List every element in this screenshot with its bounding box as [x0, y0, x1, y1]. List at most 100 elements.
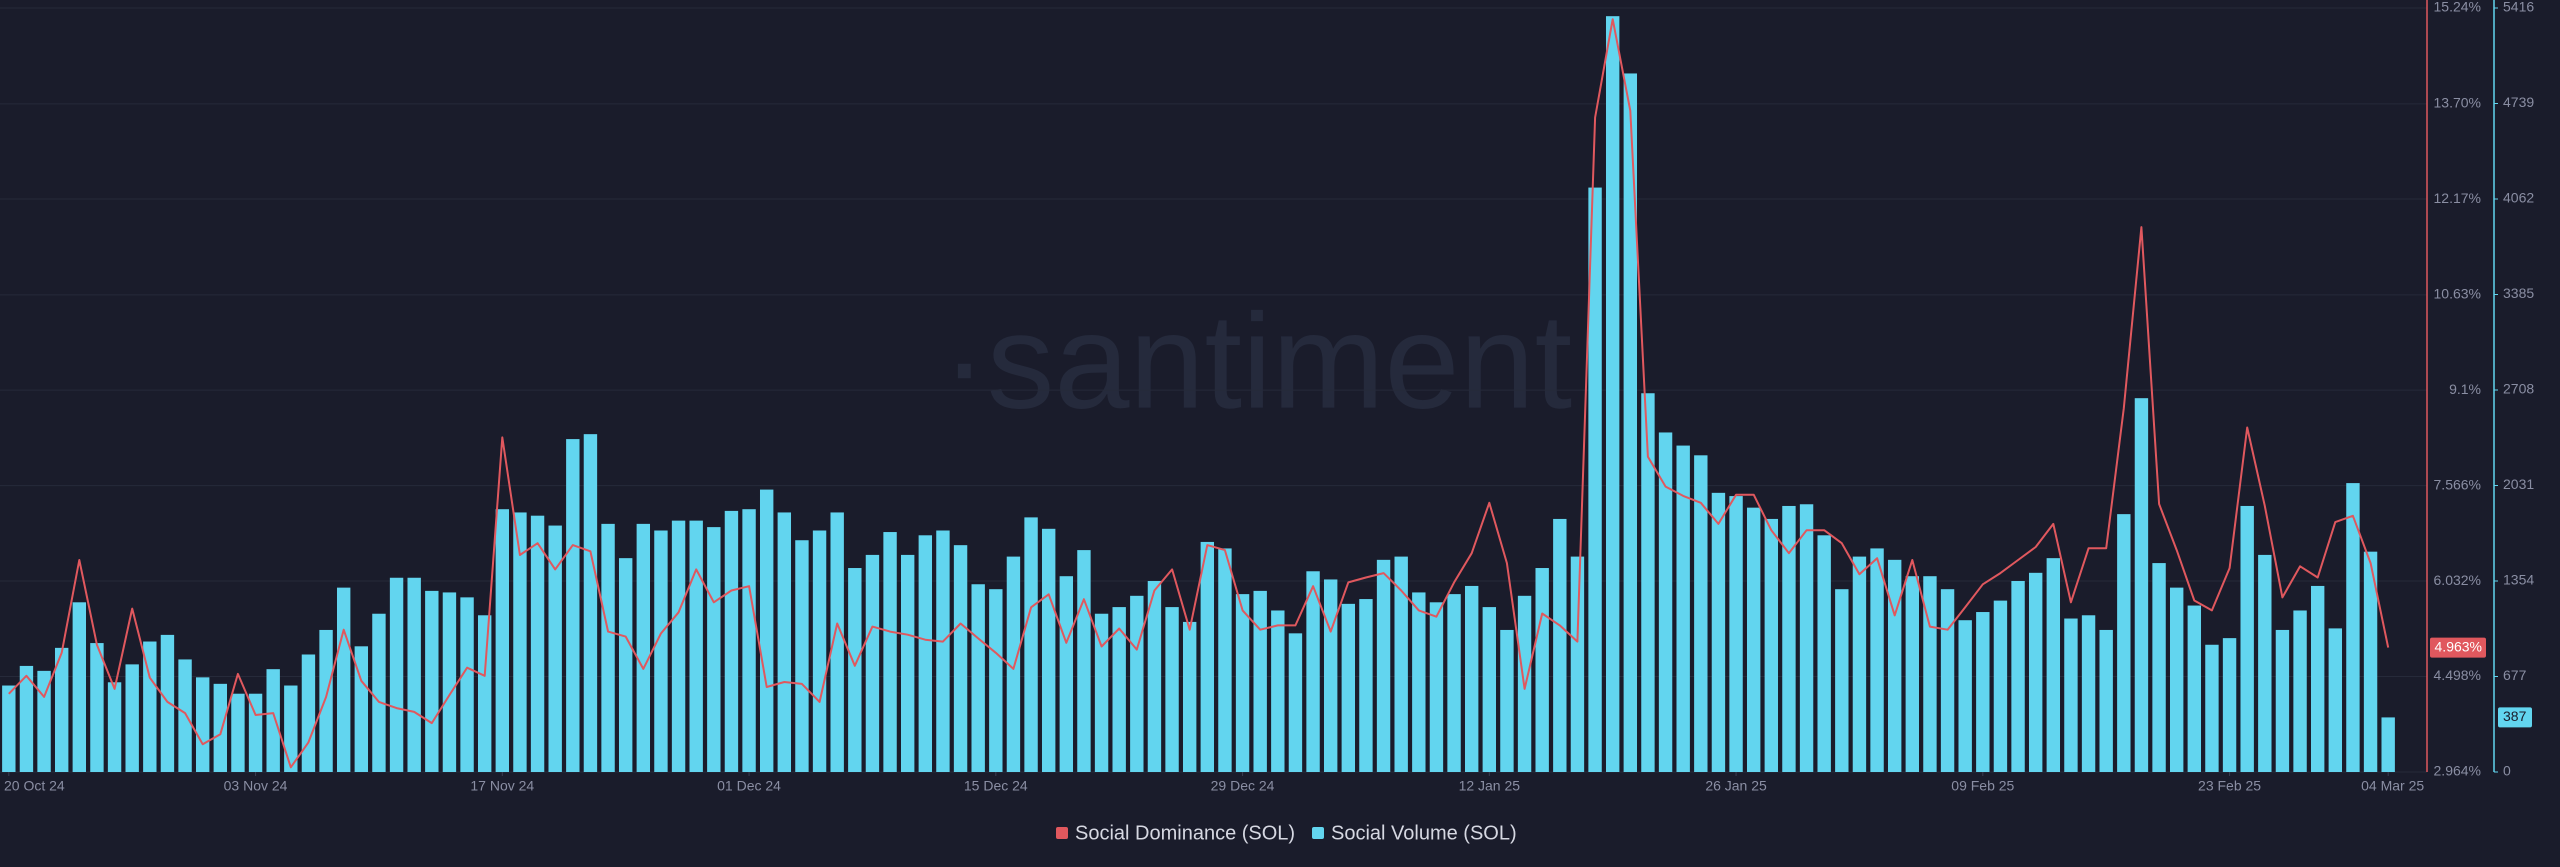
bar	[1605, 16, 1620, 772]
bar	[1623, 73, 1638, 772]
x-tick-label: 17 Nov 24	[470, 778, 534, 794]
bar	[2275, 629, 2290, 772]
bar	[425, 590, 439, 772]
bar	[2346, 483, 2360, 772]
bar	[689, 520, 703, 772]
y2-tick-label: 2031	[2503, 476, 2534, 492]
bar	[125, 664, 139, 772]
y-tick-label: 10.63%	[2434, 286, 2481, 302]
bar	[1588, 187, 1602, 772]
bar	[1746, 507, 1761, 772]
y2-tick-label: 677	[2503, 667, 2527, 683]
bar	[1041, 528, 1056, 772]
bar	[301, 654, 316, 772]
bar	[1658, 432, 1673, 772]
bar	[354, 646, 369, 772]
bar	[2028, 572, 2043, 772]
bar	[1024, 517, 1038, 772]
bar	[2046, 558, 2061, 772]
bar	[1535, 568, 1549, 772]
bar	[1412, 592, 1426, 772]
bar	[2117, 514, 2131, 772]
bar	[1976, 612, 1990, 772]
x-tick-label: 03 Nov 24	[224, 778, 288, 794]
bar	[989, 589, 1003, 772]
bar	[2240, 505, 2254, 772]
bar	[1940, 589, 1955, 772]
bar	[636, 523, 651, 772]
bar	[953, 545, 968, 772]
bar	[883, 532, 897, 772]
bar	[830, 512, 844, 772]
bar	[1306, 571, 1320, 772]
bar	[1835, 589, 1849, 772]
bar	[1323, 579, 1338, 772]
bar	[231, 693, 245, 772]
bar	[2, 685, 16, 772]
bar	[1482, 607, 1497, 772]
bar	[1006, 556, 1021, 772]
bar	[1729, 496, 1743, 772]
y-tick-label: 6.032%	[2434, 572, 2481, 588]
bar	[2205, 644, 2219, 772]
bar	[742, 509, 756, 772]
bar	[1182, 621, 1197, 772]
bar	[848, 568, 862, 772]
bar	[2081, 615, 2096, 772]
bar	[2169, 587, 2184, 772]
bar	[72, 602, 87, 772]
bar	[2258, 554, 2272, 772]
bar	[2152, 563, 2166, 772]
bar	[865, 554, 880, 772]
bar	[284, 685, 298, 772]
bar	[1958, 620, 1972, 772]
bar	[1887, 559, 1902, 772]
value-badge	[2498, 707, 2532, 728]
bar	[2293, 610, 2307, 772]
bar	[213, 683, 228, 772]
y2-tick-label: 4739	[2503, 94, 2534, 110]
bar	[1341, 603, 1356, 772]
bar	[178, 659, 192, 772]
x-tick-label: 23 Feb 25	[2198, 778, 2261, 794]
x-tick-label: 12 Jan 25	[1459, 778, 1521, 794]
bar	[1676, 445, 1690, 772]
bar	[143, 641, 157, 772]
bar	[1394, 556, 1408, 772]
x-tick-label: 26 Jan 25	[1705, 778, 1767, 794]
bar	[1782, 505, 1796, 772]
y-tick-label: 9.1%	[2449, 381, 2481, 397]
y2-tick-label: 2708	[2503, 381, 2534, 397]
legend-label: Social Dominance (SOL)	[1075, 822, 1295, 844]
bar	[460, 597, 474, 772]
bar	[2363, 551, 2378, 772]
bar	[442, 592, 457, 772]
bar	[266, 669, 280, 772]
bar	[1570, 556, 1585, 772]
bar	[2310, 585, 2325, 772]
value-badge	[2430, 637, 2486, 658]
bar	[195, 677, 210, 772]
y-tick-label: 2.964%	[2434, 763, 2481, 779]
bar	[389, 577, 404, 772]
bar	[530, 515, 545, 772]
bar	[37, 670, 51, 772]
bar	[54, 647, 69, 772]
bar	[1870, 548, 1884, 772]
bar	[654, 530, 668, 772]
bar	[1447, 594, 1461, 772]
bar	[2011, 581, 2025, 772]
bar	[566, 439, 580, 772]
bar	[2328, 628, 2343, 772]
line	[8, 18, 2390, 769]
bar	[1852, 556, 1867, 772]
bar	[1235, 594, 1250, 772]
x-tick-label: 15 Dec 24	[964, 778, 1028, 794]
bar	[107, 682, 122, 772]
bar	[1218, 548, 1232, 772]
bar	[601, 523, 615, 772]
bar	[795, 540, 809, 772]
x-tick-label: 29 Dec 24	[1211, 778, 1275, 794]
bar	[1147, 581, 1162, 772]
bar	[160, 634, 175, 772]
